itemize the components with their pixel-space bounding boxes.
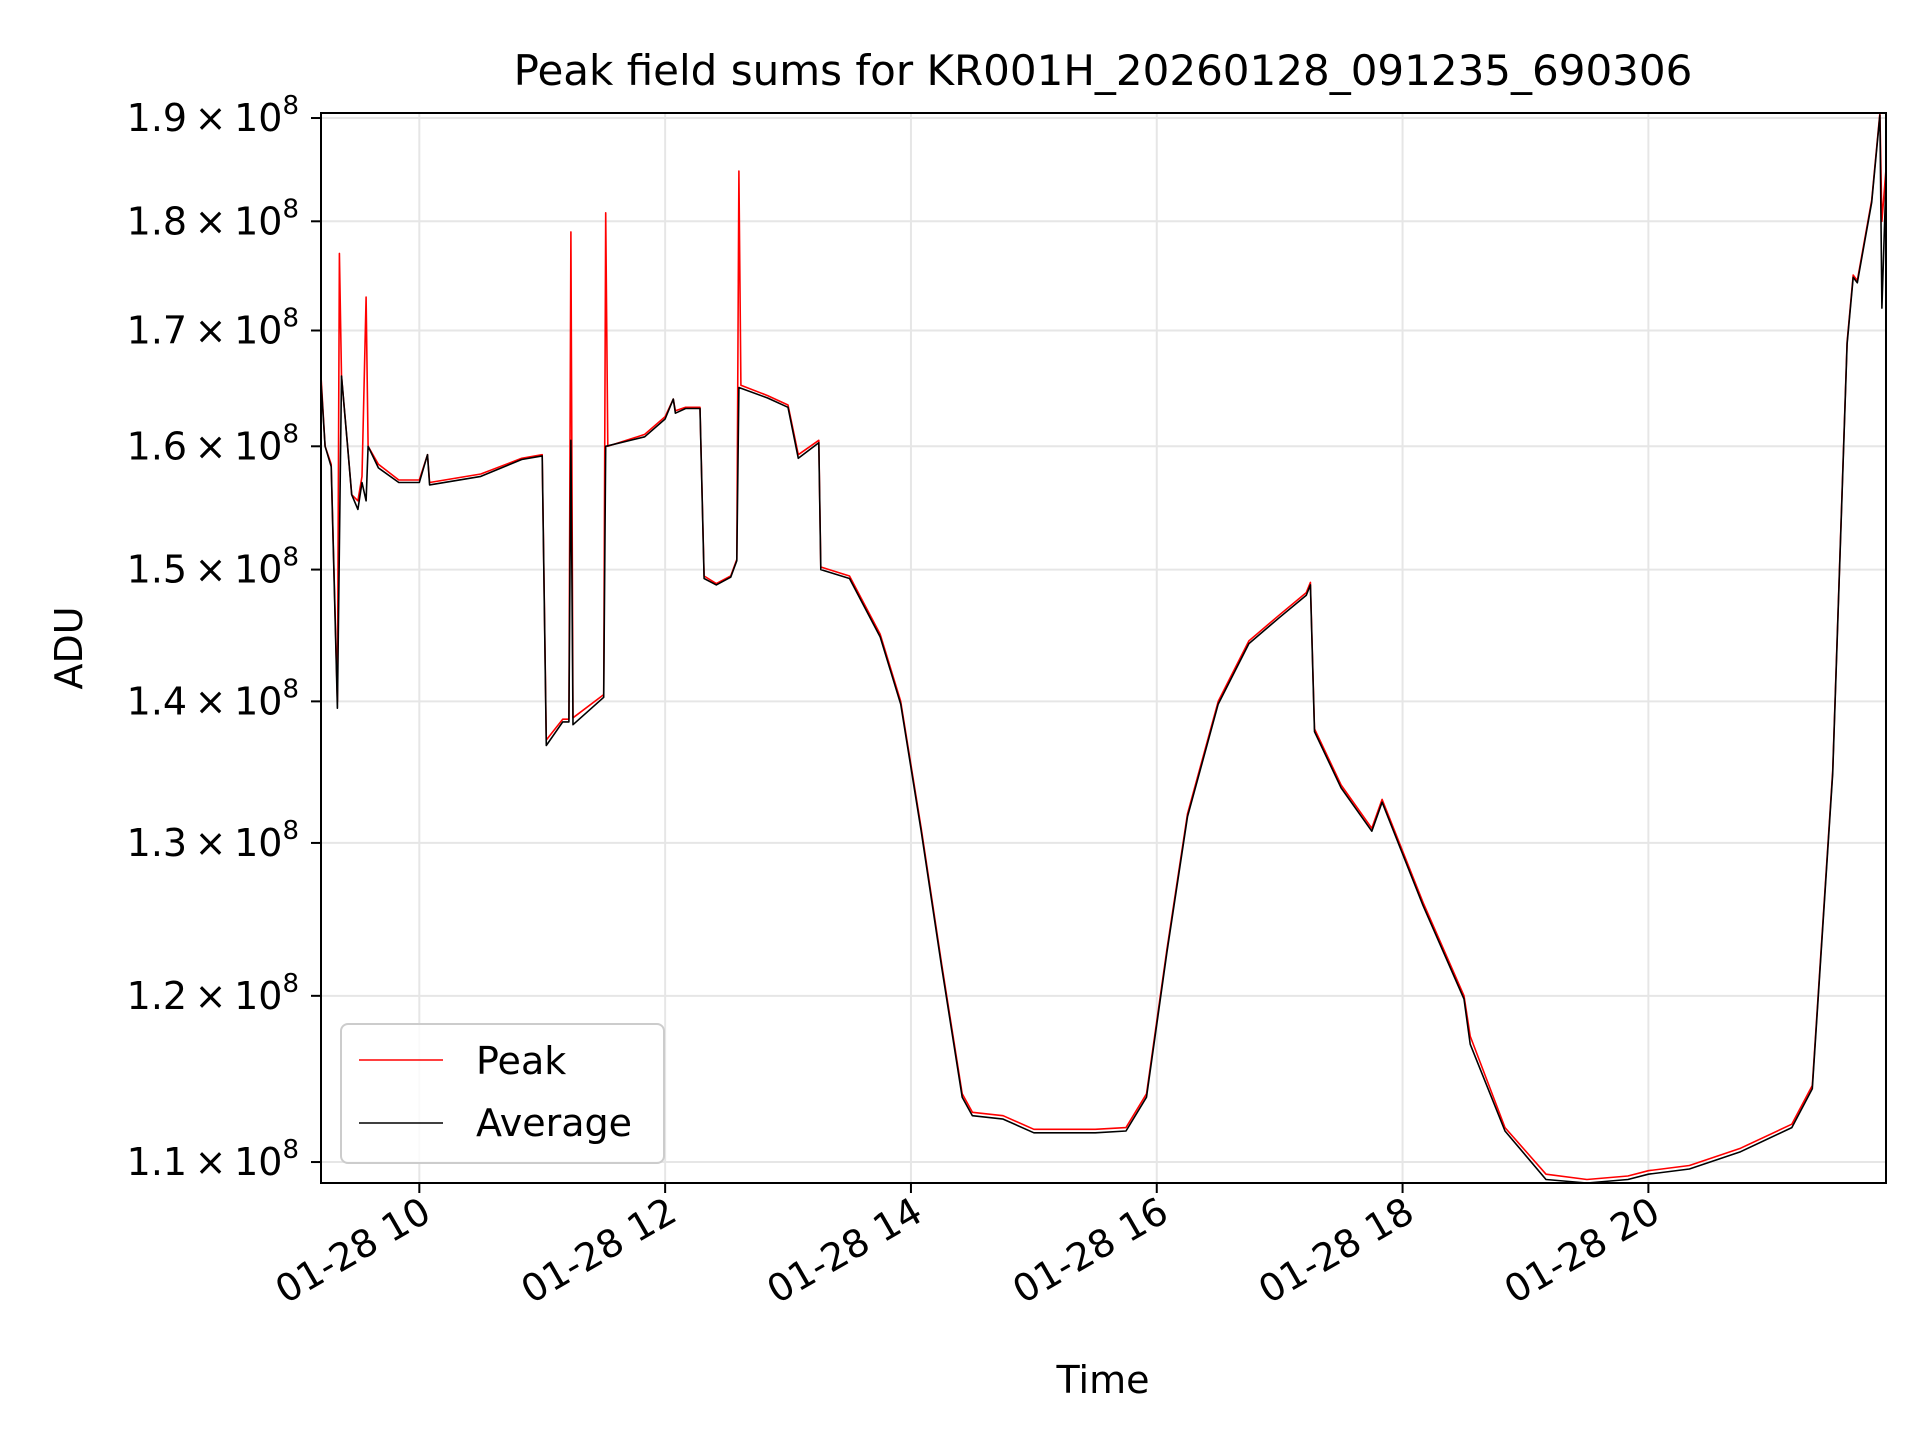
grid bbox=[321, 113, 1886, 1183]
chart-title: Peak field sums for KR001H_20260128_0912… bbox=[514, 46, 1693, 95]
legend: Peak Average bbox=[340, 1023, 665, 1164]
y-axis-ticks: 1.1 × 108 1.2 × 108 1.3 × 108 1.4 × 108 1.5 … bbox=[127, 91, 321, 1184]
legend-label-peak: Peak bbox=[476, 1039, 566, 1083]
y-axis-label: ADU bbox=[47, 606, 91, 689]
legend-label-average: Average bbox=[476, 1101, 632, 1145]
y-tick-label: 1.3 × 108 bbox=[127, 816, 299, 865]
legend-box bbox=[340, 1023, 665, 1164]
y-tick-label: 1.6 × 108 bbox=[127, 419, 299, 468]
plot-area-frame bbox=[320, 112, 1887, 1184]
y-tick-label: 1.2 × 108 bbox=[127, 969, 299, 1018]
y-tick-label: 1.5 × 108 bbox=[127, 543, 299, 592]
y-tick-label: 1.7 × 108 bbox=[127, 303, 299, 352]
x-axis-label: Time bbox=[1056, 1358, 1150, 1402]
y-tick-label: 1.9 × 108 bbox=[127, 91, 299, 140]
y-tick-label: 1.4 × 108 bbox=[127, 674, 299, 723]
y-tick-label: 1.1 × 108 bbox=[127, 1135, 299, 1184]
y-tick-label: 1.8 × 108 bbox=[127, 194, 299, 243]
